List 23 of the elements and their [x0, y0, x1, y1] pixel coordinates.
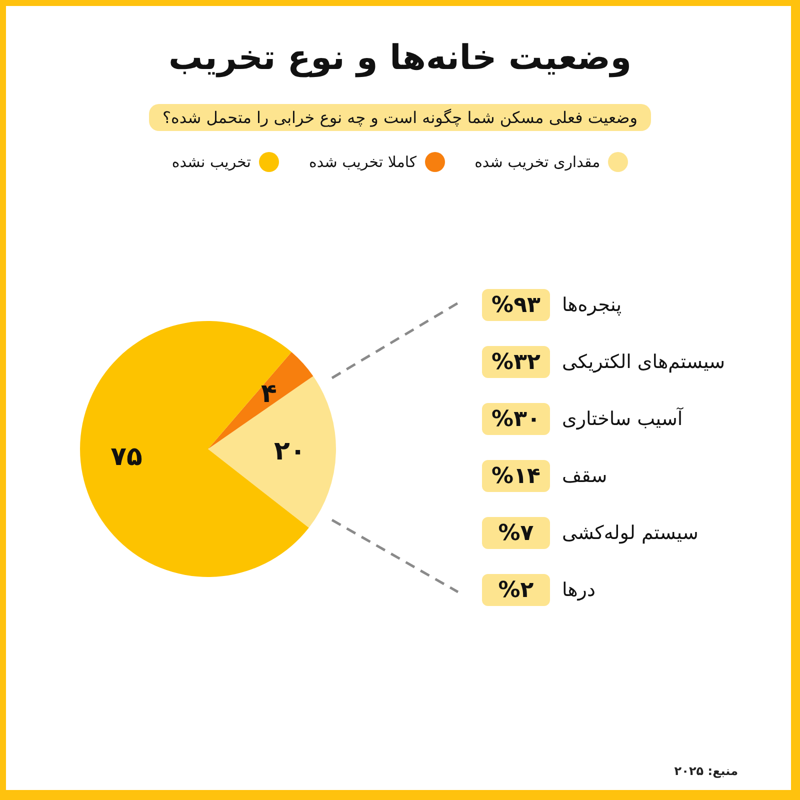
data-label: %۱۴	[482, 460, 550, 492]
chart-subtitle: وضعیت فعلی مسکن شما چگونه است و چه نوع خرابی را متحمل شده؟	[148, 104, 652, 131]
data-label: %۲	[482, 574, 550, 606]
legend-label: تخریب نشده	[172, 153, 251, 171]
data-label: %۹۳	[482, 289, 550, 321]
category-label: درها	[562, 578, 596, 603]
pie-slice	[208, 376, 336, 528]
legend-label: کاملا تخریب شده	[309, 153, 417, 171]
pie-slice	[80, 321, 309, 577]
chart-title: وضعیت خانه‌ها و نوع تخریب	[167, 38, 633, 78]
data-label: %۷	[482, 517, 550, 549]
data-label: ۷۵	[110, 442, 142, 472]
legend-label: مقداری تخریب شده	[474, 153, 600, 171]
data-label: ۲۰	[274, 436, 306, 466]
data-label: %۳۲	[482, 346, 550, 378]
category-label: سیستم لوله‌کشی	[562, 521, 698, 546]
text: منبع: ۲۰۲۵	[674, 764, 738, 778]
data-label: ۴	[260, 379, 277, 410]
category-label: سقف	[562, 464, 608, 489]
category-label: سیستم‌های الکتریکی	[562, 350, 726, 375]
category-label: پنجره‌ها	[562, 293, 622, 318]
data-label: %۳۰	[482, 403, 550, 435]
category-label: آسیب ساختاری	[562, 406, 683, 432]
